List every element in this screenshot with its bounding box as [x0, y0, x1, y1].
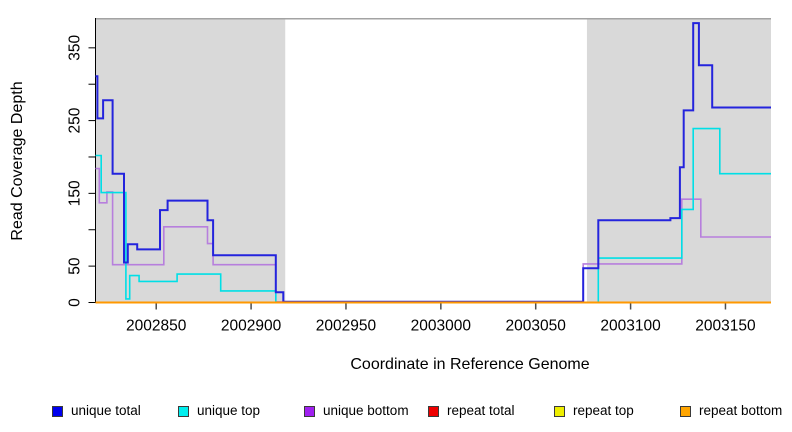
y-tick-label: 250 — [67, 107, 84, 133]
legend-item-repeat-top: repeat top — [554, 402, 634, 420]
x-axis-title: Coordinate in Reference Genome — [0, 356, 792, 374]
y-tick-label: 50 — [67, 257, 84, 275]
legend-label: unique top — [197, 403, 261, 418]
legend-swatch-repeat-total — [428, 405, 439, 417]
legend-label: unique bottom — [323, 403, 409, 418]
legend-label: unique total — [71, 403, 141, 418]
x-tick-label: 2002950 — [316, 318, 377, 335]
legend-label: repeat top — [573, 403, 634, 418]
legend-item-unique-total: unique total — [52, 402, 141, 420]
legend-label: repeat total — [447, 403, 515, 418]
legend-item-repeat-bottom: repeat bottom — [680, 402, 782, 420]
x-tick-label: 2003000 — [411, 318, 472, 335]
legend-swatch-unique-top — [178, 405, 189, 417]
series-line-unique-top — [95, 127, 771, 304]
x-axis-title-text: Coordinate in Reference Genome — [350, 356, 590, 373]
series-line-unique-total — [95, 22, 771, 303]
shaded-region-1 — [586, 18, 771, 303]
y-tick-label: 0 — [67, 298, 84, 307]
x-tick-label: 2003150 — [695, 318, 756, 335]
legend: unique total unique top unique bottom repea… — [0, 402, 792, 422]
x-tick-label: 2003050 — [506, 318, 567, 335]
legend-label: repeat bottom — [699, 403, 783, 418]
y-axis-title: Read Coverage Depth — [9, 81, 26, 241]
x-tick-label: 2002900 — [221, 318, 282, 335]
legend-item-unique-top: unique top — [178, 402, 260, 420]
y-tick-label: 150 — [67, 180, 84, 206]
x-tick-label: 2003100 — [600, 318, 661, 335]
legend-swatch-unique-bottom — [304, 405, 315, 417]
legend-swatch-repeat-bottom — [680, 405, 691, 417]
legend-item-unique-bottom: unique bottom — [304, 402, 409, 420]
x-tick-label: 2002850 — [126, 318, 187, 335]
legend-item-repeat-total: repeat total — [428, 402, 515, 420]
chart-canvas: 0 50 150 250 350 2002850 2002900 2002950 2003000… — [67, 18, 771, 335]
legend-swatch-unique-total — [52, 405, 63, 417]
y-tick-label: 350 — [67, 35, 84, 61]
legend-swatch-repeat-top — [554, 405, 565, 417]
